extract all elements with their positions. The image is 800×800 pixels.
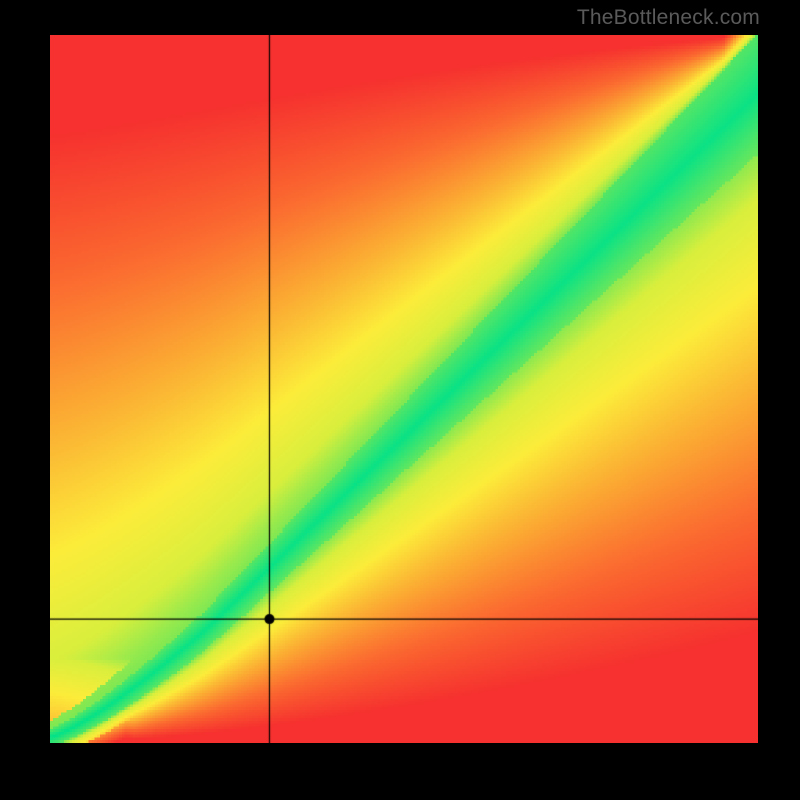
- crosshair-overlay: [50, 35, 758, 743]
- bottleneck-heatmap-chart: [50, 35, 758, 743]
- watermark-text: TheBottleneck.com: [577, 6, 760, 30]
